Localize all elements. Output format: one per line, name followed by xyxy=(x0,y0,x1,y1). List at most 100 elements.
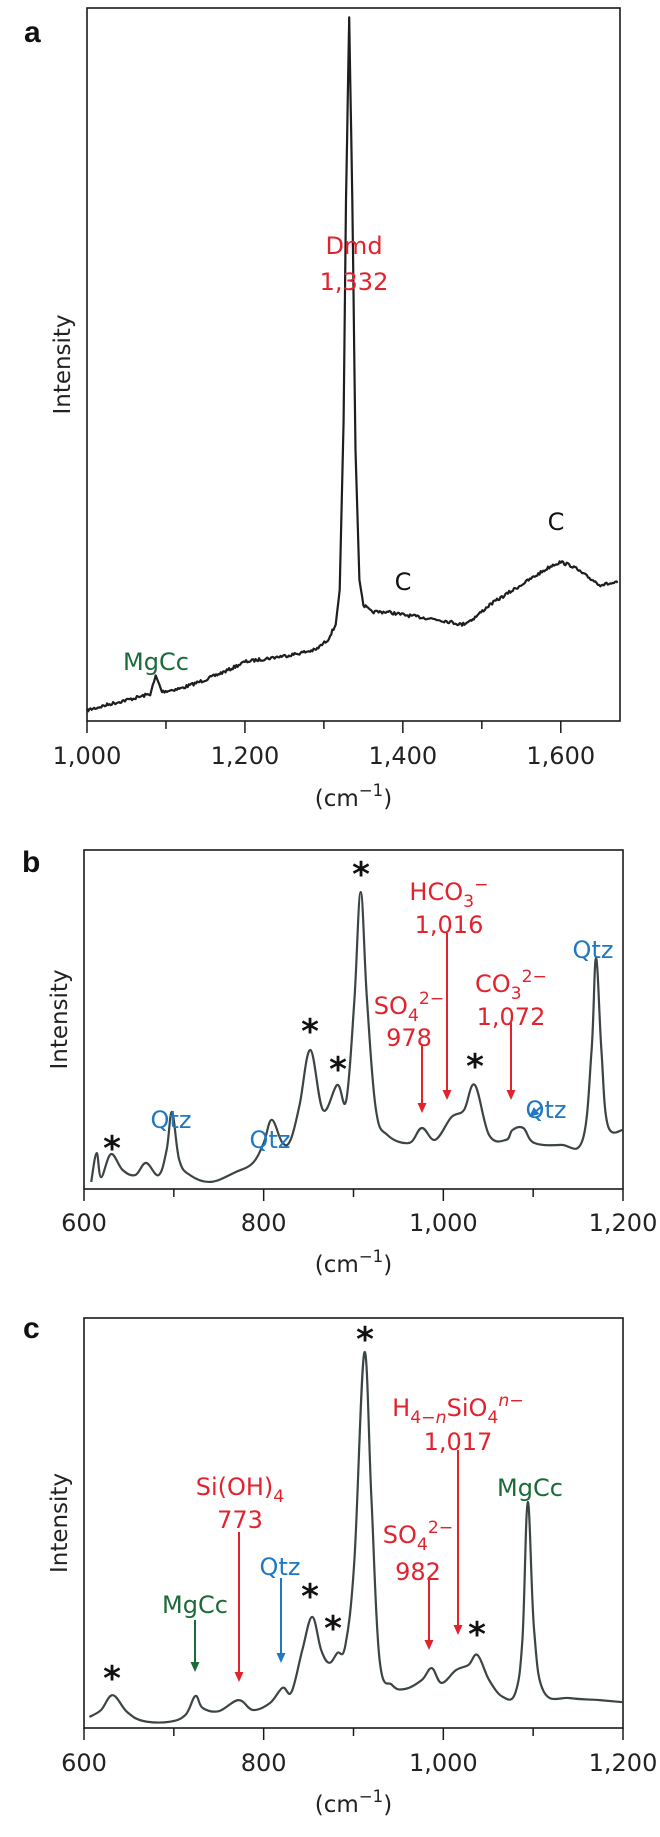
text-segment: 1,016 xyxy=(415,911,484,939)
peak-annotation: Qtz xyxy=(250,1126,291,1154)
text-segment: Qtz xyxy=(573,936,614,964)
text-segment: Qtz xyxy=(526,1096,567,1124)
annotation-label: SO42− xyxy=(383,1518,454,1555)
star-marker: * xyxy=(324,1609,342,1649)
superscript: 2− xyxy=(428,1518,453,1538)
arrow-head-icon xyxy=(234,1672,244,1682)
peak-star-marker: * xyxy=(352,855,370,895)
text-segment: Qtz xyxy=(260,1553,301,1581)
subscript: 4 xyxy=(417,1535,428,1555)
subscript: 4− xyxy=(410,1408,435,1428)
text-segment: 773 xyxy=(217,1506,263,1534)
panel-label: b xyxy=(22,846,40,879)
text-segment: HCO xyxy=(409,878,463,906)
annotation-label: Qtz xyxy=(260,1553,301,1581)
x-tick-label: 800 xyxy=(241,1209,287,1237)
text-segment: (cm xyxy=(315,786,359,812)
spectrum-line xyxy=(88,1351,624,1724)
panel-a: a 1,000 1,200 1,400 1,600 (cm−1) Intensity Dmd 1… xyxy=(24,7,621,812)
peak-star-marker: * xyxy=(301,1577,319,1617)
plot-frame xyxy=(83,1317,624,1729)
star-marker: * xyxy=(466,1047,484,1087)
arrow-head-icon xyxy=(276,1653,286,1663)
peak-annotation: HCO3−1,016 xyxy=(409,875,489,1100)
x-tick-label: 600 xyxy=(61,1209,107,1237)
peak-annotation: C xyxy=(548,508,565,536)
annotation-label: Qtz xyxy=(526,1096,567,1124)
annotation-label: Qtz xyxy=(250,1126,291,1154)
x-tick-label: 1,200 xyxy=(589,1749,658,1777)
arrow-shaft xyxy=(536,1106,542,1112)
subscript: 4 xyxy=(273,1487,284,1507)
text-segment: Dmd xyxy=(325,232,382,260)
peak-star-marker: * xyxy=(468,1615,486,1655)
panel-b: b 600 800 1,000 1,200 (cm−1) Intensity * Qtz Qtz *… xyxy=(22,846,657,1278)
peak-star-marker: * xyxy=(301,1012,319,1052)
text-segment: SiO xyxy=(447,1394,488,1422)
star-marker: * xyxy=(103,1129,121,1169)
arrow-head-icon xyxy=(424,1640,434,1650)
x-axis-label: (cm−1) xyxy=(315,1247,392,1278)
peak-annotation: Qtz xyxy=(573,936,614,964)
star-marker: * xyxy=(356,1320,374,1360)
panel-label: a xyxy=(24,16,41,49)
y-axis-label: Intensity xyxy=(50,314,76,414)
arrow-head-icon xyxy=(442,1090,452,1100)
star-marker: * xyxy=(103,1659,121,1699)
annotation-value: 773 xyxy=(217,1506,263,1534)
spectrum-line xyxy=(90,890,624,1184)
peak-annotation: Qtz xyxy=(260,1553,301,1663)
text-segment: ) xyxy=(383,786,392,812)
x-axis-label: (cm−1) xyxy=(315,781,392,812)
x-tick-label: 600 xyxy=(61,1749,107,1777)
star-marker: * xyxy=(301,1012,319,1052)
subscript: 3 xyxy=(463,892,474,912)
superscript: −1 xyxy=(359,1787,383,1806)
peak-annotation: MgCc xyxy=(123,648,189,676)
annotation-label: C xyxy=(548,508,565,536)
superscript: −1 xyxy=(359,1247,383,1266)
x-tick-label: 1,000 xyxy=(409,1209,478,1237)
text-segment: 982 xyxy=(395,1558,441,1586)
peak-star-marker: * xyxy=(103,1659,121,1699)
star-marker: * xyxy=(329,1050,347,1090)
annotation-label: Qtz xyxy=(573,936,614,964)
annotation-label: Si(OH)4 xyxy=(196,1473,285,1507)
peak-annotation: CO32−1,072 xyxy=(475,967,547,1100)
annotation-label: H4−nSiO4n− xyxy=(392,1391,524,1428)
x-tick-label: 1,200 xyxy=(589,1209,658,1237)
text-segment: Si(OH) xyxy=(196,1473,274,1501)
panel-label: c xyxy=(23,1312,40,1345)
y-axis-label: Intensity xyxy=(47,1473,73,1573)
x-tick-label: 1,000 xyxy=(409,1749,478,1777)
subscript: 3 xyxy=(511,984,522,1004)
superscript: − xyxy=(509,1391,523,1411)
peak-star-marker: * xyxy=(324,1609,342,1649)
annotation-label: MgCc xyxy=(497,1474,563,1502)
arrow-head-icon xyxy=(417,1103,427,1113)
annotation-value: 982 xyxy=(395,1558,441,1586)
star-marker: * xyxy=(301,1577,319,1617)
annotation-label: CO32− xyxy=(475,967,547,1004)
subscript: 4 xyxy=(408,1006,419,1026)
superscript: − xyxy=(474,875,488,895)
star-marker: * xyxy=(468,1615,486,1655)
annotation-label: MgCc xyxy=(123,648,189,676)
peak-star-marker: * xyxy=(329,1050,347,1090)
text-segment: (cm xyxy=(315,1792,359,1818)
arrow-head-icon xyxy=(190,1662,200,1672)
x-tick-label: 1,000 xyxy=(53,742,122,770)
peak-annotation: MgCc xyxy=(497,1474,563,1502)
y-axis-label: Intensity xyxy=(47,969,73,1069)
subscript: 4 xyxy=(487,1408,498,1428)
annotation-label: C xyxy=(395,568,412,596)
peak-annotation: Qtz xyxy=(151,1106,192,1134)
text-segment: C xyxy=(395,568,412,596)
annotation-label: HCO3− xyxy=(409,875,488,912)
arrow-head-icon xyxy=(506,1090,516,1100)
arrow-head-icon xyxy=(529,1107,540,1117)
superscript: 2− xyxy=(419,989,444,1009)
text-segment: CO xyxy=(475,970,511,998)
